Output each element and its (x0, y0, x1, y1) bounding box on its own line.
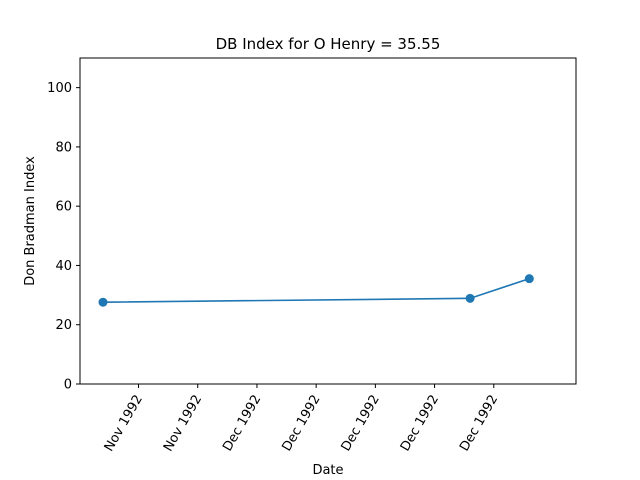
y-tick-label: 100 (47, 81, 72, 96)
data-point (98, 297, 108, 307)
x-tick-label: Dec 1992 (220, 393, 264, 455)
x-tick-label: Dec 1992 (279, 393, 323, 455)
y-axis-label: Don Bradman Index (23, 156, 38, 286)
data-point (465, 293, 475, 303)
y-tick-label: 40 (55, 259, 72, 274)
x-axis: Nov 1992 Nov 1992 Dec 1992 Dec 1992 Dec 1992… (102, 384, 501, 455)
plot-area (79, 57, 577, 385)
x-tick-label: Nov 1992 (161, 393, 205, 455)
y-tick-label: 20 (55, 318, 72, 333)
chart-title: DB Index for O Henry = 35.55 (216, 35, 441, 53)
x-tick-label: Dec 1992 (457, 393, 501, 455)
y-tick-label: 80 (55, 140, 72, 155)
y-tick-label: 0 (64, 378, 72, 393)
data-point (524, 274, 534, 284)
y-axis: 0 20 40 60 80 100 (47, 81, 80, 393)
x-tick-label: Dec 1992 (339, 393, 383, 455)
x-tick-label: Dec 1992 (398, 393, 442, 455)
x-axis-label: Date (312, 463, 343, 478)
x-tick-label: Nov 1992 (102, 393, 146, 455)
series-group (98, 274, 534, 307)
series-line (102, 277, 530, 304)
y-tick-label: 60 (55, 200, 72, 215)
